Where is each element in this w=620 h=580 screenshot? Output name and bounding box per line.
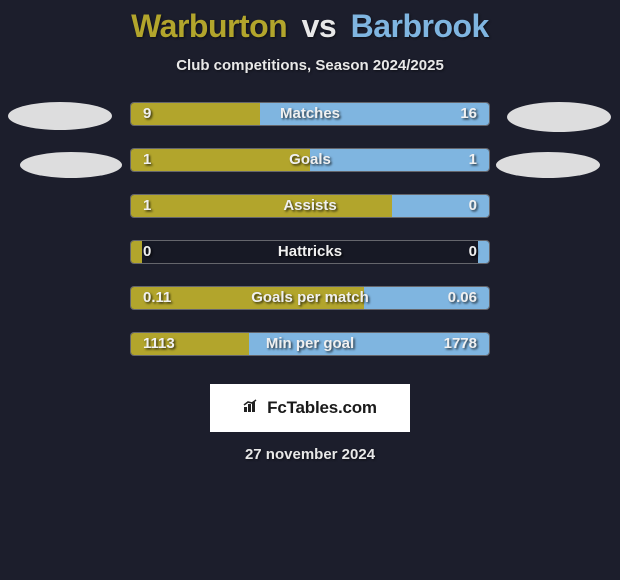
stat-bar-right xyxy=(478,241,489,263)
stat-row: Goals per match0.110.06 xyxy=(130,286,490,310)
stat-row: Matches916 xyxy=(130,102,490,126)
player2-marker-icon xyxy=(507,102,611,132)
player1-marker-icon xyxy=(8,102,112,130)
stat-bar-left xyxy=(131,241,142,263)
stat-bar-right xyxy=(392,195,489,217)
stat-row: Hattricks0 0 xyxy=(130,240,490,264)
subtitle: Club competitions, Season 2024/2025 xyxy=(0,57,620,74)
chart-area: Matches916 Goals11 Assists10 Hattricks0 0 Goa… xyxy=(0,102,620,356)
player1-marker-icon xyxy=(20,152,122,178)
stat-bar-left xyxy=(131,287,364,309)
stat-value-right: 0 xyxy=(469,243,477,260)
page-title: Warburton vs Barbrook xyxy=(0,8,620,45)
footer-badge[interactable]: FcTables.com xyxy=(210,384,410,432)
stat-bar-right xyxy=(364,287,489,309)
stat-bar-right xyxy=(249,333,489,355)
footer-date: 27 november 2024 xyxy=(0,446,620,463)
title-player2: Barbrook xyxy=(351,8,489,44)
stat-row: Goals11 xyxy=(130,148,490,172)
title-vs: vs xyxy=(302,8,337,44)
stat-row: Assists10 xyxy=(130,194,490,218)
stats-table: Matches916 Goals11 Assists10 Hattricks0 0 Goa… xyxy=(130,102,490,356)
stat-bar-left xyxy=(131,149,310,171)
stat-bar-left xyxy=(131,195,392,217)
stat-value-left: 0 xyxy=(143,243,151,260)
stat-row: Min per goal11131778 xyxy=(130,332,490,356)
player2-marker-icon xyxy=(496,152,600,178)
stat-bar-right xyxy=(260,103,489,125)
comparison-widget: Warburton vs Barbrook Club competitions,… xyxy=(0,0,620,463)
stat-bar-left xyxy=(131,333,249,355)
title-player1: Warburton xyxy=(131,8,287,44)
footer-site-label: FcTables.com xyxy=(267,398,377,418)
chart-icon xyxy=(243,399,261,417)
stat-bar-right xyxy=(310,149,489,171)
stat-bar-left xyxy=(131,103,260,125)
stat-label: Hattricks xyxy=(131,243,489,260)
